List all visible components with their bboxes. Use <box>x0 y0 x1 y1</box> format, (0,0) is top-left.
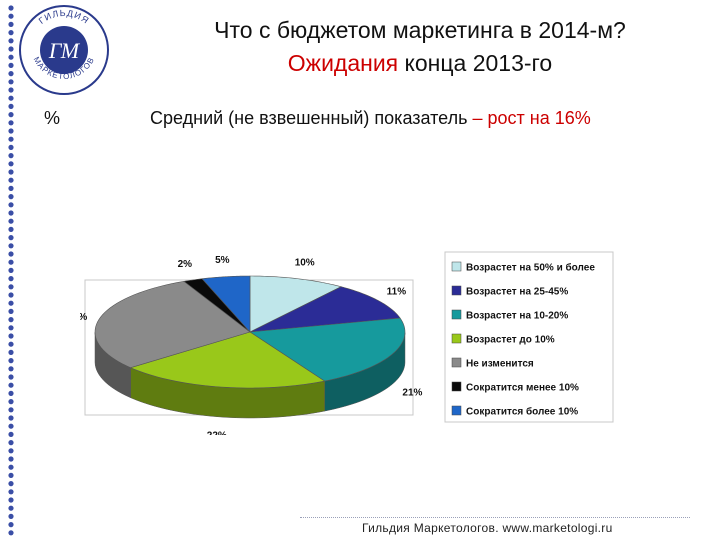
legend-item-5: Сократится менее 10% <box>466 383 579 394</box>
pie-slice-4 <box>94 281 251 369</box>
title-accent: Ожидания <box>287 50 399 76</box>
legend-frame <box>444 251 614 423</box>
legend-swatch-0 <box>451 261 462 272</box>
legend-item-4: Не изменится <box>466 359 534 370</box>
title-line-1: Что с бюджетом маркетинга в 2014-м? <box>214 17 626 43</box>
pie-slice-0 <box>249 275 342 333</box>
legend-swatch-4 <box>451 357 462 368</box>
subtitle-text: Средний (не взвешенный) показатель <box>150 108 468 128</box>
subtitle-accent: – рост на 16% <box>467 108 591 128</box>
subtitle: Средний (не взвешенный) показатель – рос… <box>150 108 591 129</box>
pie-data-label-2: 21% <box>402 387 422 398</box>
pie-chart: 10% 11% 21% 22% 29% 2% 5% Возрастет на 50% и б… <box>80 251 614 435</box>
legend-swatch-1 <box>451 285 462 296</box>
pie-slice-2 <box>249 317 406 382</box>
unit-label: % <box>44 108 61 128</box>
pie-data-label-6: 5% <box>215 255 230 266</box>
legend-item-2: Возрастет на 10-20% <box>466 311 568 322</box>
legend-item-3: Возрастет до 10% <box>466 335 555 346</box>
legend-item-0: Возрастет на 50% и более <box>466 262 595 274</box>
pie-data-label-4: 29% <box>80 312 87 323</box>
pie-data-label-0: 10% <box>295 258 315 269</box>
footer-divider <box>300 517 690 518</box>
legend-item-6: Сократится более 10% <box>466 406 578 418</box>
legend-swatch-3 <box>451 333 462 344</box>
page-title: Что с бюджетом маркетинга в 2014-м? Ожид… <box>120 14 720 80</box>
title-rest: конца 2013-го <box>398 50 553 76</box>
pie-slice-6 <box>201 275 251 333</box>
pie-slice-1 <box>249 286 401 333</box>
pie-data-label-3: 22% <box>207 431 227 435</box>
title-line-2: Ожидания конца 2013-го <box>120 47 720 80</box>
logo-monogram: ГМ <box>48 38 81 63</box>
legend-swatch-5 <box>451 381 462 392</box>
legend-swatch-6 <box>451 405 462 416</box>
legend-swatch-2 <box>451 309 462 320</box>
legend-item-1: Возрастет на 25-45% <box>466 287 568 298</box>
footer-text: Гильдия Маркетологов. www.marketologi.ru <box>362 521 613 535</box>
pie-slice-5 <box>183 278 251 333</box>
pie-data-label-5: 2% <box>178 259 193 270</box>
guild-logo: ГМ ГИЛЬДИЯ МАРКЕТОЛОГОВ <box>19 5 109 95</box>
pie-slice-3 <box>129 331 326 389</box>
decorative-dot-border <box>8 5 14 536</box>
pie-data-label-1: 11% <box>387 286 407 297</box>
